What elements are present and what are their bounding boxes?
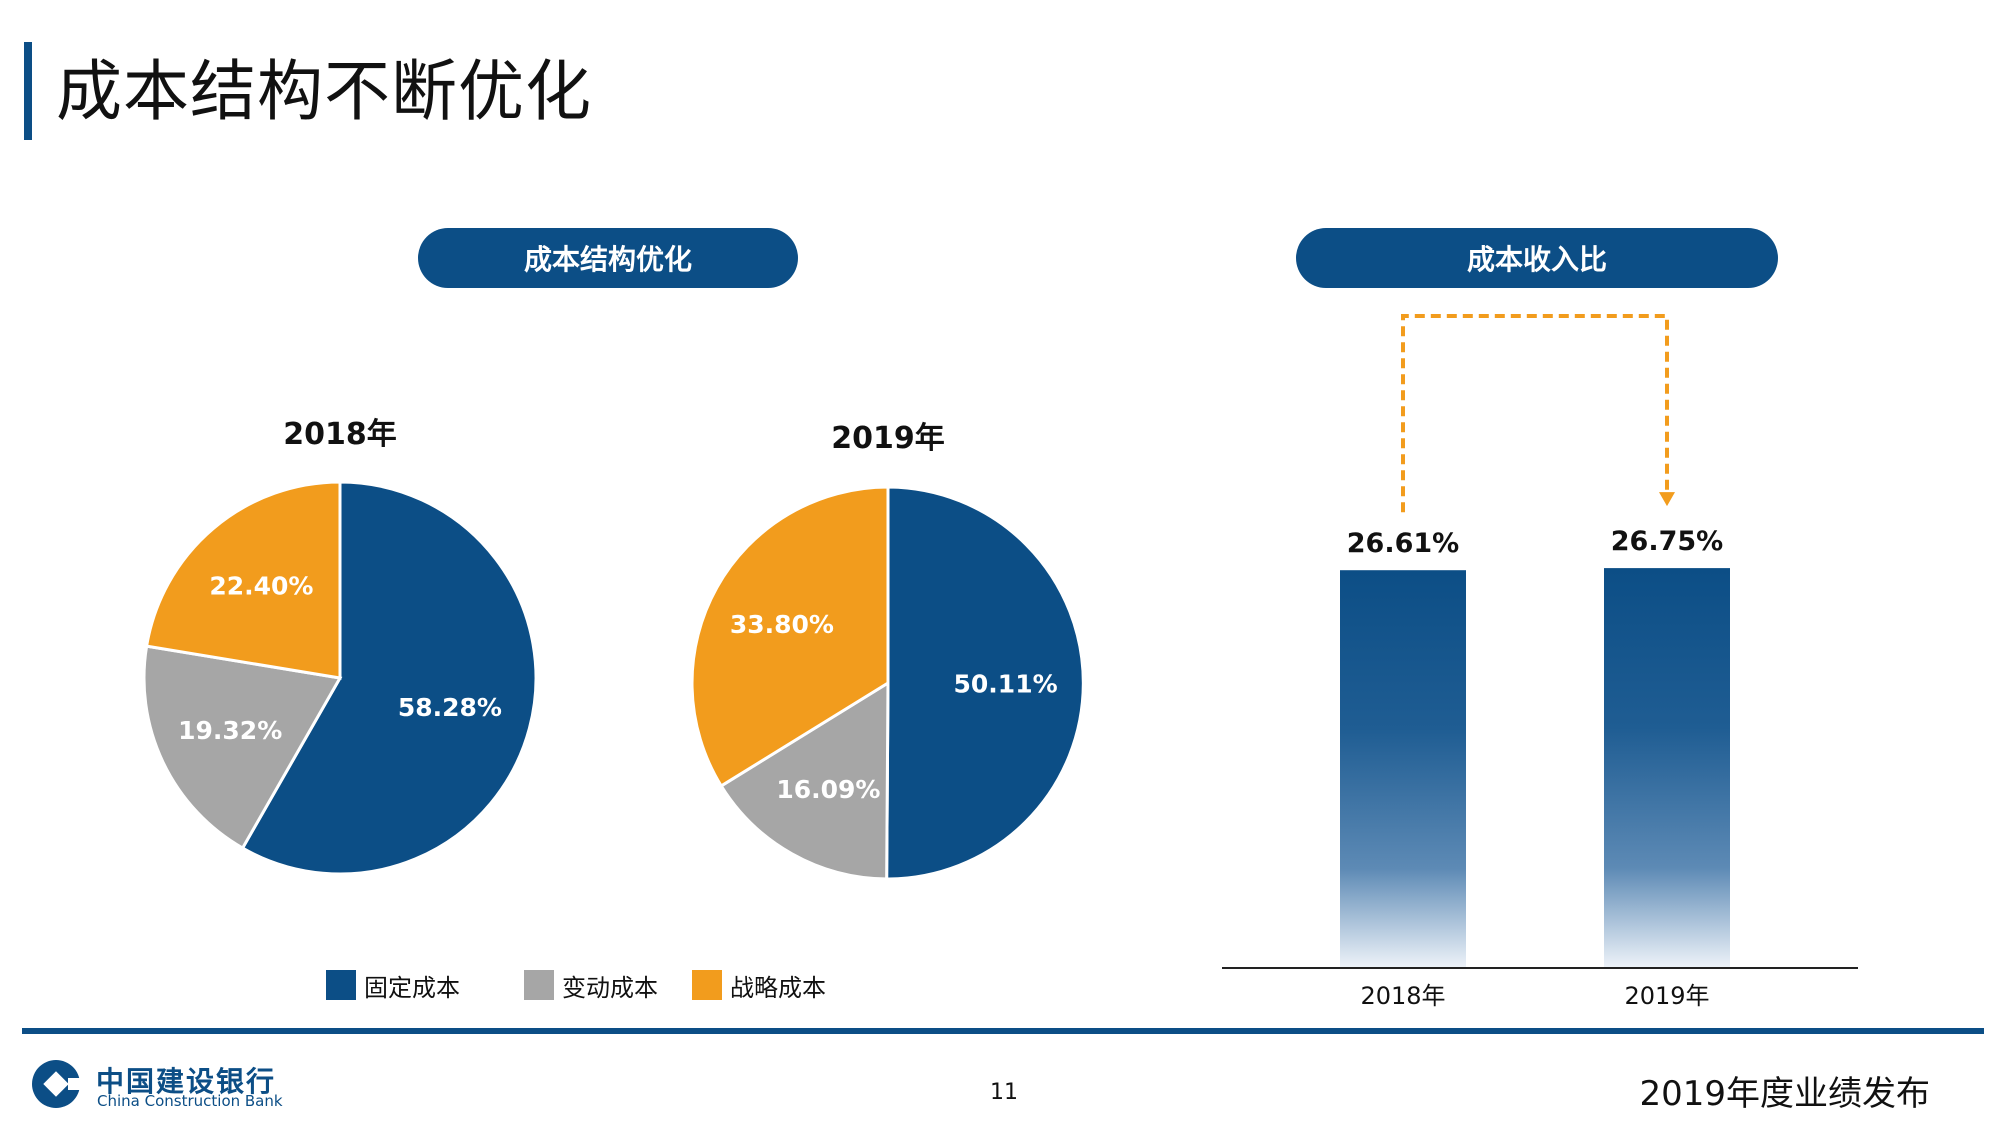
footer-divider — [22, 1028, 1984, 1034]
legend-item-strategic: 战略成本 — [692, 968, 826, 1002]
report-title: 2019年度业绩发布 — [1639, 1074, 1930, 1114]
legend-item-fixed: 固定成本 — [326, 968, 460, 1002]
legend-swatch-strategic — [692, 970, 722, 1000]
legend-label-fixed: 固定成本 — [364, 973, 460, 1002]
legend-label-strategic: 战略成本 — [730, 973, 826, 1002]
legend-swatch-fixed — [326, 970, 356, 1000]
arrow-head-icon — [1659, 492, 1675, 507]
pie-label-variable-cost: 19.32% — [178, 716, 282, 745]
bar-category-label: 2018年 — [1360, 982, 1445, 1010]
pie-label-strategic-cost: 22.40% — [209, 571, 313, 600]
pie-label-fixed-cost: 50.11% — [954, 669, 1058, 698]
cost-structure-header: 成本结构优化 — [418, 228, 798, 288]
logo-text-cn: 中国建设银行 — [96, 1065, 277, 1098]
pie-chart-2019: 2019年 50.11% 16.09% 33.80% — [690, 421, 1085, 881]
bar-0 — [1340, 570, 1466, 968]
pie-slice-fixed-cost — [240, 480, 538, 876]
page-number: 11 — [990, 1080, 1018, 1105]
page-title: 成本结构不断优化 — [56, 53, 592, 130]
pie-title: 2019年 — [831, 421, 945, 456]
cost-income-bar-chart: 26.61% 2018年 26.75% 2019年 — [1222, 314, 1858, 1010]
bar-value-label: 26.61% — [1347, 528, 1459, 559]
trend-arrow-line — [1401, 314, 1669, 513]
pie-slice-fixed-cost — [885, 485, 1085, 881]
legend-label-variable: 变动成本 — [562, 973, 658, 1002]
pie-slice-variable-cost — [719, 680, 890, 881]
pie-title: 2018年 — [283, 417, 397, 452]
pie-label-fixed-cost: 58.28% — [398, 693, 502, 722]
ccb-logo-icon — [32, 1060, 82, 1108]
bar-category-label: 2019年 — [1624, 982, 1709, 1010]
bar-1 — [1604, 568, 1730, 968]
pie-label-variable-cost: 16.09% — [776, 775, 880, 804]
pie-slice-variable-cost — [142, 644, 343, 851]
pie-slice-strategic-cost — [144, 480, 342, 680]
pie-label-strategic-cost: 33.80% — [730, 610, 834, 639]
logo-text-en: China Construction Bank — [97, 1092, 283, 1110]
bar-value-label: 26.75% — [1611, 526, 1723, 557]
cost-income-ratio-header: 成本收入比 — [1296, 228, 1778, 288]
title-accent-bar — [24, 42, 32, 140]
legend-swatch-variable — [524, 970, 554, 1000]
pie-slice-strategic-cost — [690, 485, 890, 788]
pie-chart-2018: 2018年 58.28% 19.32% 22.40% — [142, 417, 538, 876]
legend-item-variable: 变动成本 — [524, 968, 658, 1002]
